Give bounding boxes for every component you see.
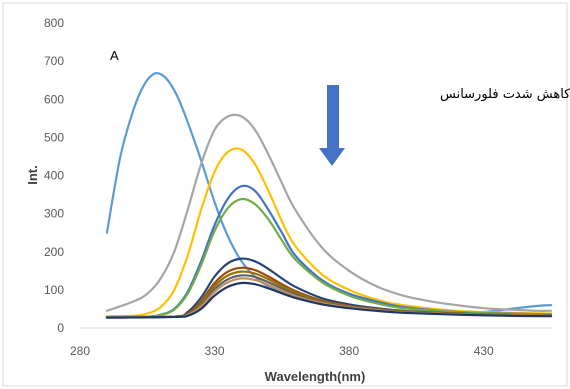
y-tick-label: 200 <box>44 245 64 259</box>
x-axis-ticks: 280 330 380 430 <box>70 344 494 358</box>
panel-label: A <box>110 48 119 63</box>
x-tick-label: 380 <box>339 344 359 358</box>
x-tick-label: 430 <box>474 344 494 358</box>
series-line-2 <box>105 113 553 312</box>
x-tick-label: 330 <box>205 344 225 358</box>
y-tick-label: 500 <box>44 130 64 144</box>
y-tick-label: 800 <box>44 16 64 30</box>
y-tick-label: 100 <box>44 283 64 297</box>
series-line-3 <box>105 147 553 318</box>
y-tick-label: 0 <box>57 321 64 335</box>
y-axis-title: Int. <box>25 165 40 185</box>
down-arrow-icon <box>319 85 345 166</box>
series-line-11 <box>105 281 553 319</box>
x-axis-title: Wavelength(nm) <box>265 369 366 384</box>
y-tick-label: 600 <box>44 92 64 106</box>
series-layer <box>105 72 553 319</box>
y-tick-label: 300 <box>44 207 64 221</box>
x-tick-label: 280 <box>70 344 90 358</box>
y-axis-ticks: 0 100 200 300 400 500 600 700 800 <box>44 16 64 335</box>
y-tick-label: 400 <box>44 169 64 183</box>
series-line-5 <box>105 197 553 318</box>
y-tick-label: 700 <box>44 54 64 68</box>
annotation-text: کاهش شدت فلورسانس <box>440 87 570 102</box>
